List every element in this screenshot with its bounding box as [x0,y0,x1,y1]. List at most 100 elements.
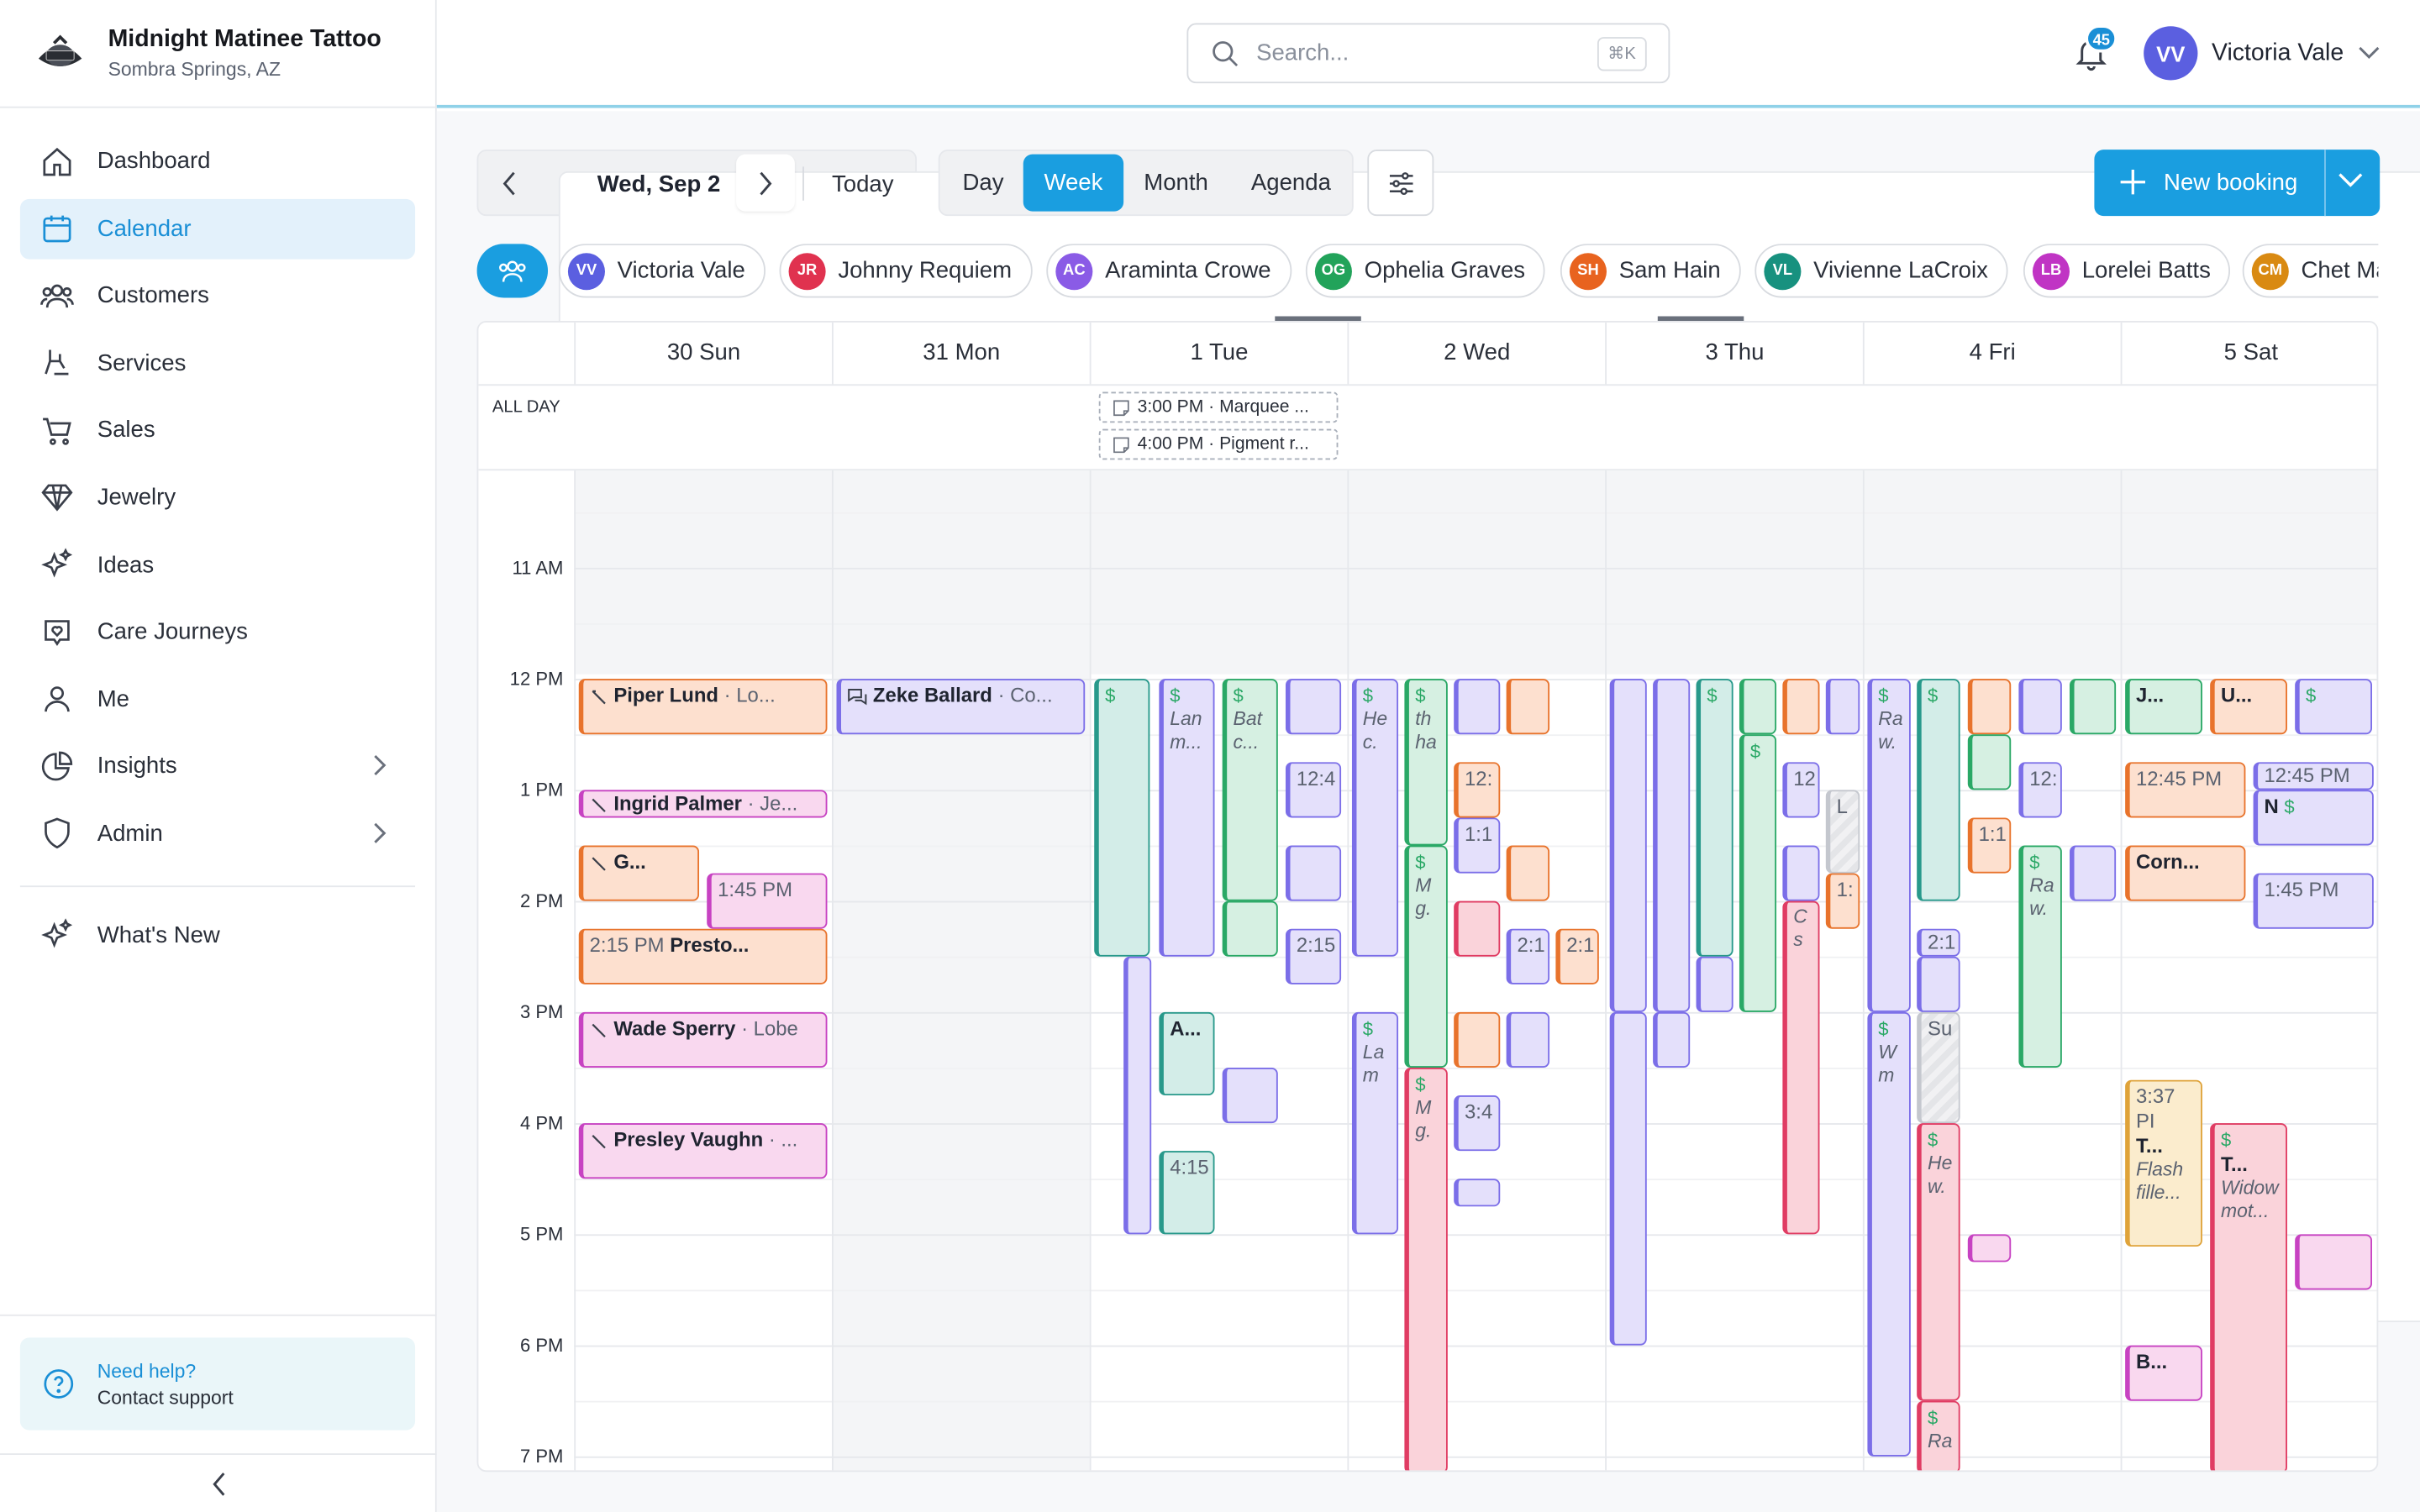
appointment[interactable]: Ingrid Palmer · Je... [578,790,828,818]
appointment[interactable]: Piper Lund · Lo... [578,679,828,735]
appointment[interactable]: 2:1 [1917,928,1960,957]
appointment[interactable]: 12: [1454,762,1501,818]
appointment[interactable]: $ [1917,679,1960,901]
appointment[interactable] [1917,956,1960,1012]
appointment[interactable]: N $ [2253,790,2374,846]
appointment[interactable]: $ Ra w. [1867,679,1911,1012]
appointment[interactable] [1454,1179,1501,1207]
appointment[interactable]: $ La m [1351,1011,1399,1235]
chevron-left-icon[interactable] [494,170,525,197]
staff-chip[interactable]: LB Lorelei Batts [2023,244,2231,298]
appointment[interactable] [1609,1011,1647,1346]
appointment[interactable] [1782,845,1820,901]
help-card[interactable]: Need help? Contact support [19,1337,416,1431]
nav-ideas[interactable]: Ideas [20,535,415,596]
appointment[interactable]: Presley Vaughn · ... [578,1123,828,1179]
staff-chip[interactable]: JR Johnny Requiem [779,244,1032,298]
appointment[interactable]: 1:1 [1967,817,2012,874]
appointment[interactable]: Zeke Ballard · Co... [836,679,1086,735]
all-staff-button[interactable] [476,244,549,298]
appointment[interactable]: $ [1739,734,1777,1012]
nav-admin[interactable]: Admin [20,804,415,864]
appointment[interactable]: 3:4 [1454,1095,1501,1152]
user-name[interactable]: Victoria Vale [2211,39,2344,66]
appointment[interactable]: 2:1 [1506,928,1550,984]
appointment[interactable]: $ th ha [1404,679,1448,846]
nav-services[interactable]: Services [20,333,415,393]
appointment[interactable]: 4:15 [1159,1151,1215,1235]
appointment[interactable]: $ T... Widow mot... [2210,1123,2287,1471]
view-agenda-button[interactable]: Agenda [1250,170,1331,197]
appointment[interactable]: $ Lan m... [1159,679,1215,957]
appointment[interactable]: $ [1696,679,1733,957]
appointment[interactable] [1454,900,1501,957]
staff-chip[interactable]: VV Victoria Vale [558,244,765,298]
day-header[interactable]: 30 Sun [574,322,832,385]
blocked-time[interactable]: Su [1917,1011,1960,1124]
staff-chip[interactable]: VL Vivienne LaCroix [1754,244,2008,298]
appointment[interactable]: 2:1 [1555,928,1599,984]
staff-chip[interactable]: SH Sam Hain [1560,244,1741,298]
appointment[interactable]: Wade Sperry · Lobe [578,1011,828,1068]
appointment[interactable]: 2:15 PM Presto... [578,928,828,984]
appointment[interactable] [1285,679,1342,735]
appointment[interactable]: 1:45 PM [707,873,828,929]
appointment[interactable]: 2:15 [1285,928,1342,984]
appointment[interactable] [1653,679,1691,1012]
appointment[interactable]: $ Ra w. [2018,845,2062,1068]
nav-calendar[interactable]: Calendar [19,198,416,259]
appointment[interactable] [1506,1011,1550,1068]
nav-customers[interactable]: Customers [20,265,415,326]
view-week-button[interactable]: Week [1023,154,1124,212]
staff-chip[interactable]: AC Araminta Crowe [1046,244,1292,298]
blocked-time[interactable]: L [1825,790,1860,874]
collapse-sidebar-button[interactable] [0,1453,437,1512]
appointment[interactable] [1285,845,1342,901]
appointment[interactable] [1739,679,1777,735]
appointment[interactable]: $ M g. [1404,845,1448,1068]
appointment[interactable]: J... [2125,679,2202,735]
day-header[interactable]: 1 Tue [1089,322,1348,385]
appointment[interactable]: 1:45 PM [2253,873,2374,929]
appointment[interactable]: Corn... [2125,845,2246,901]
all-day-event[interactable]: 3:00 PM · Marquee ... [1098,391,1339,423]
current-date[interactable]: Wed, Sep 2 [597,171,721,198]
brand-header[interactable]: Midnight Matinee Tattoo Sombra Springs, … [0,0,435,108]
filter-button[interactable] [1367,150,1434,217]
day-header[interactable]: 4 Fri [1862,322,2121,385]
appointment[interactable] [2295,1234,2373,1290]
chevron-down-icon[interactable] [2358,46,2380,60]
user-avatar[interactable]: VV [2144,26,2198,81]
appointment[interactable]: 12: [2018,762,2062,818]
appointment[interactable]: 1:1 [1454,817,1501,874]
staff-chip[interactable]: CM Chet Ma [2242,244,2379,298]
appointment[interactable]: U... [2210,679,2287,735]
appointment[interactable]: C s [1782,900,1820,1235]
nav-me[interactable]: Me [20,669,415,730]
new-booking-button[interactable]: New booking [2094,150,2381,217]
appointment[interactable]: $ [2295,679,2373,735]
nav-whats-new[interactable]: What's New [20,906,415,966]
appointment[interactable] [1454,1011,1501,1068]
day-header[interactable]: 5 Sat [2120,322,2377,385]
appointment[interactable] [1825,679,1860,735]
appointment[interactable] [1454,679,1501,735]
appointment[interactable] [1609,679,1647,1012]
appointment[interactable]: 12:45 PM [2253,762,2374,790]
appointment[interactable]: 12 [1782,762,1820,818]
appointment[interactable]: $ He c. [1351,679,1399,957]
day-header[interactable]: 2 Wed [1347,322,1605,385]
today-button[interactable]: Today [831,171,894,198]
appointment[interactable]: 3:37 PI T... Flash fille... [2125,1079,2202,1247]
appointment[interactable] [2018,679,2062,735]
view-day-button[interactable]: Day [962,170,1004,197]
appointment[interactable]: 12:45 PM [2125,762,2246,818]
appointment[interactable]: $ M g. [1404,1067,1448,1471]
appointment[interactable]: A... [1159,1011,1215,1096]
appointment[interactable] [1967,734,2012,790]
nav-dashboard[interactable]: Dashboard [20,131,415,192]
appointment[interactable]: B... [2125,1345,2202,1401]
day-header[interactable]: 3 Thu [1605,322,1863,385]
view-month-button[interactable]: Month [1144,170,1208,197]
appointment[interactable] [1653,1011,1691,1068]
